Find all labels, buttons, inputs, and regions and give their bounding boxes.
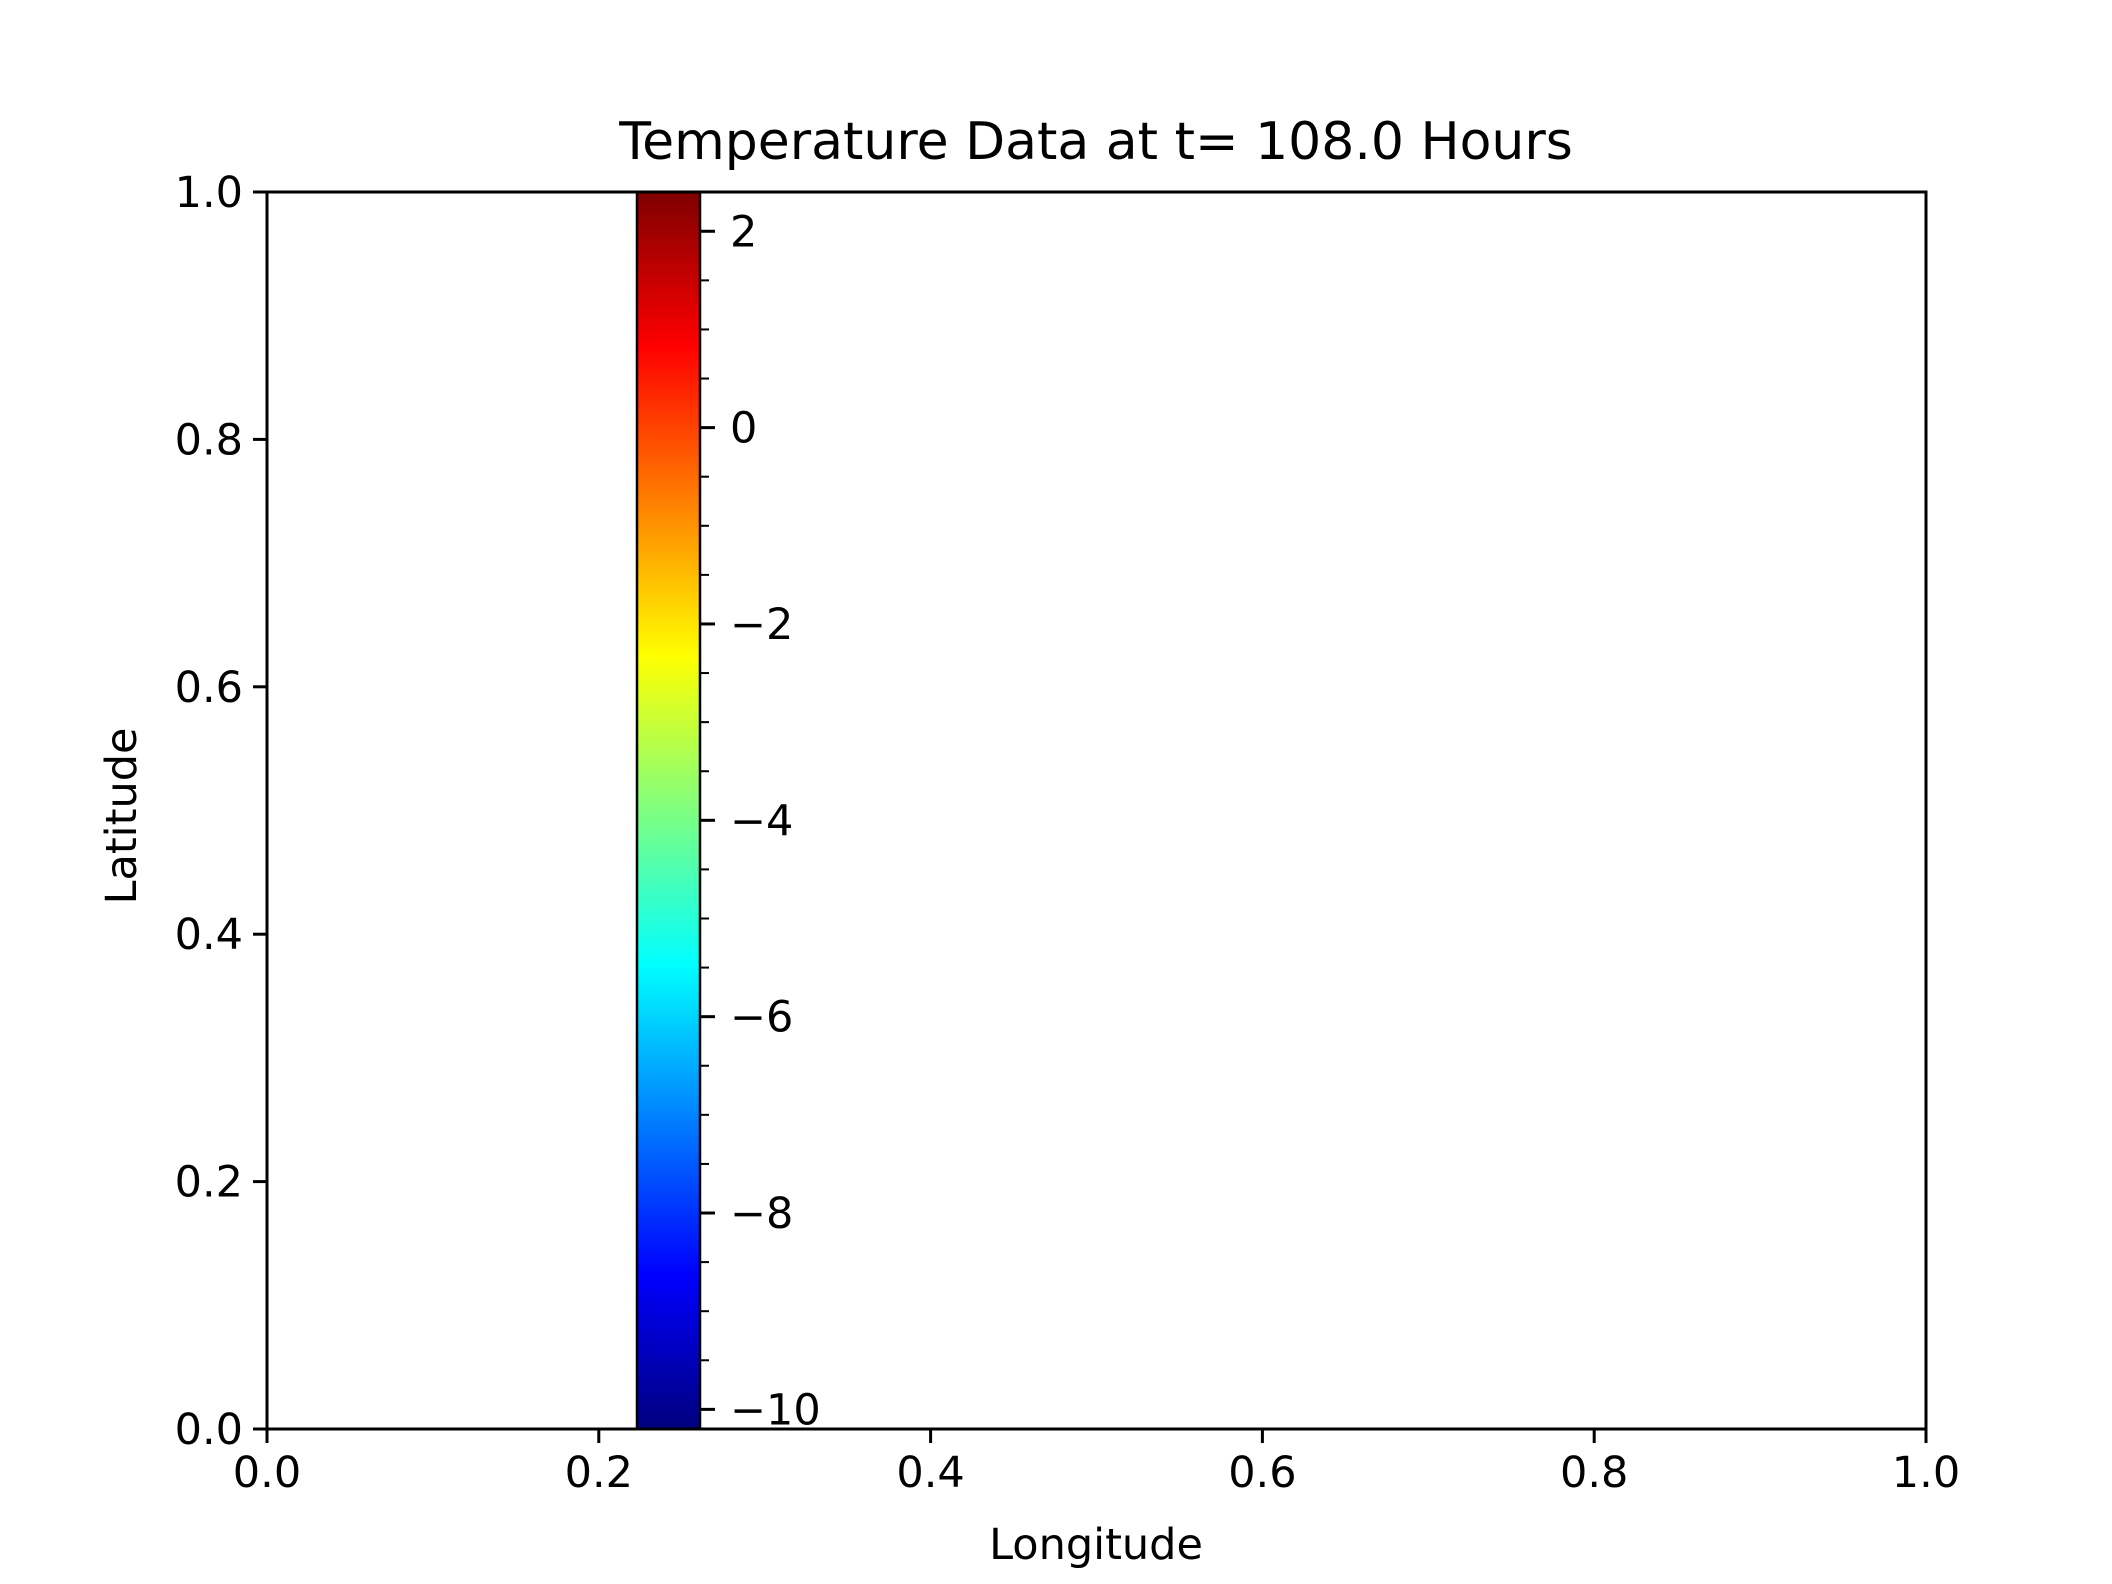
y-tick-label: 1.0 xyxy=(175,168,243,218)
y-tick-label: 0.8 xyxy=(175,415,243,465)
colorbar-ticks: 2 0 −2 −4 −6 −8 −10 xyxy=(700,207,821,1435)
chart-title: Temperature Data at t= 108.0 Hours xyxy=(618,112,1573,172)
x-tick-label: 0.4 xyxy=(896,1448,964,1498)
plot-area xyxy=(267,192,1926,1429)
x-tick-label: 0.0 xyxy=(233,1448,301,1498)
colorbar-tick-label: −4 xyxy=(730,796,793,846)
colorbar-tick-label: 2 xyxy=(730,207,757,257)
colorbar: 2 0 −2 −4 −6 −8 −10 xyxy=(635,190,821,1435)
axes-frame xyxy=(265,190,1928,1431)
colorbar-tick-label: −10 xyxy=(730,1385,821,1435)
colorbar-tick-label: −2 xyxy=(730,600,793,650)
x-axis: 0.0 0.2 0.4 0.6 0.8 1.0 xyxy=(233,1429,1960,1498)
plot-background xyxy=(267,192,1926,1429)
x-tick-label: 0.2 xyxy=(565,1448,633,1498)
x-axis-label: Longitude xyxy=(989,1520,1203,1570)
colorbar-tick-label: 0 xyxy=(730,404,757,454)
y-tick-label: 0.4 xyxy=(175,910,243,960)
y-tick-label: 0.0 xyxy=(175,1405,243,1455)
y-tick-label: 0.6 xyxy=(175,663,243,713)
y-tick-label: 0.2 xyxy=(175,1158,243,1208)
colorbar-tick-label: −8 xyxy=(730,1189,793,1239)
y-axis-label: Latitude xyxy=(97,728,147,905)
x-tick-label: 1.0 xyxy=(1892,1448,1960,1498)
colorbar-tick-label: −6 xyxy=(730,993,793,1043)
colorbar-fill xyxy=(637,192,700,1429)
x-tick-label: 0.6 xyxy=(1228,1448,1296,1498)
x-tick-label: 0.8 xyxy=(1560,1448,1628,1498)
y-axis: 0.0 0.2 0.4 0.6 0.8 1.0 xyxy=(175,168,267,1455)
